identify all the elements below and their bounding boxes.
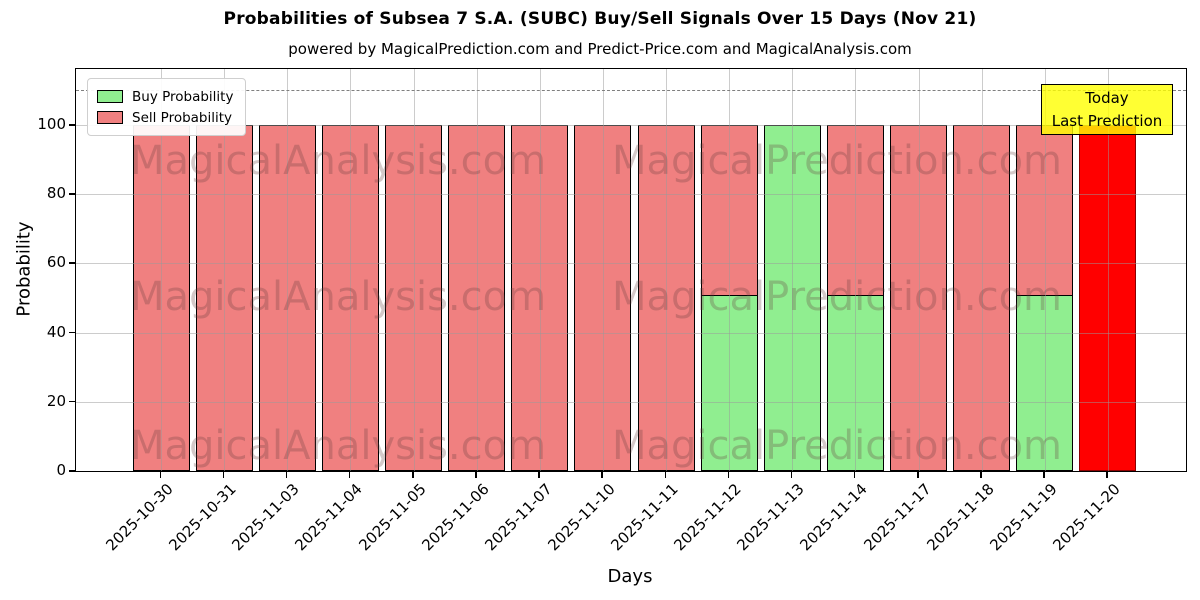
h-gridline-20: [76, 401, 1186, 403]
y-tick-label-40: 40: [46, 322, 66, 341]
y-tick-80: [69, 193, 75, 195]
x-tick-2025-11-12: [727, 471, 730, 478]
v-gridline-2025-11-13: [792, 69, 794, 471]
v-gridline-2025-11-12: [729, 69, 731, 471]
v-gridline-2025-11-17: [918, 69, 920, 471]
v-gridline-2025-10-31: [224, 69, 226, 471]
v-gridline-2025-11-04: [350, 69, 352, 471]
legend-row-sell: Sell Probability: [97, 107, 233, 128]
x-tick-label-2025-10-31: 2025-10-31: [165, 480, 240, 555]
h-gridline-60: [76, 263, 1186, 265]
v-gridline-2025-11-03: [287, 69, 289, 471]
v-gridline-2025-11-14: [855, 69, 857, 471]
y-axis-label: Probability: [13, 221, 35, 317]
y-tick-label-100: 100: [37, 115, 66, 134]
v-gridline-2025-11-20: [1107, 69, 1109, 471]
x-tick-label-2025-11-05: 2025-11-05: [354, 480, 430, 555]
watermark-prediction-row3: MagicalPrediction.com: [612, 423, 1062, 469]
h-gridline-100: [76, 125, 1186, 127]
x-tick-2025-11-18: [980, 471, 982, 478]
y-tick-label-20: 20: [46, 391, 66, 410]
watermark-layer: MagicalAnalysis.com MagicalPrediction.com…: [76, 69, 1186, 471]
x-tick-label-2025-10-30: 2025-10-30: [102, 480, 177, 555]
x-tick-2025-11-20: [1106, 471, 1108, 478]
h-gridline-80: [76, 194, 1186, 196]
v-gridline-2025-11-06: [476, 69, 478, 471]
x-tick-label-2025-11-07: 2025-11-07: [481, 480, 556, 555]
x-tick-2025-11-17: [917, 471, 919, 478]
today-annotation-box: Today Last Prediction: [1041, 84, 1173, 135]
chart-title: Probabilities of Subsea 7 S.A. (SUBC) Bu…: [223, 9, 977, 29]
x-tick-label-2025-11-03: 2025-11-03: [228, 480, 303, 555]
x-tick-label-2025-11-10: 2025-11-10: [544, 480, 619, 555]
x-tick-2025-11-04: [348, 471, 351, 478]
x-tick-label-2025-11-17: 2025-11-17: [859, 480, 935, 555]
watermark-analysis-row2: MagicalAnalysis.com: [129, 274, 547, 320]
v-gridline-2025-11-10: [602, 69, 604, 471]
y-tick-0: [69, 470, 75, 472]
x-tick-2025-10-31: [222, 471, 225, 478]
watermark-analysis-row3: MagicalAnalysis.com: [129, 423, 547, 469]
y-tick-label-80: 80: [46, 184, 66, 203]
x-tick-2025-11-05: [412, 471, 414, 478]
legend: Buy Probability Sell Probability: [87, 78, 247, 136]
x-tick-label-2025-11-11: 2025-11-11: [607, 480, 682, 555]
legend-row-buy: Buy Probability: [97, 86, 233, 107]
watermark-prediction-row2: MagicalPrediction.com: [612, 274, 1062, 320]
x-axis-label: Days: [607, 566, 653, 587]
plot-area: MagicalAnalysis.com MagicalPrediction.com…: [75, 68, 1187, 472]
annotation-line-1: Today: [1085, 89, 1129, 107]
watermark-analysis-row1: MagicalAnalysis.com: [129, 138, 547, 184]
chart-subtitle: powered by MagicalPrediction.com and Pre…: [288, 40, 912, 58]
x-tick-2025-11-07: [538, 471, 540, 478]
grid-layer: [76, 69, 1186, 471]
x-tick-label-2025-11-13: 2025-11-13: [733, 480, 809, 555]
x-tick-label-2025-11-04: 2025-11-04: [291, 480, 367, 555]
x-tick-label-2025-11-18: 2025-11-18: [923, 480, 998, 555]
legend-swatch-buy: [97, 90, 123, 103]
x-tick-2025-11-19: [1043, 471, 1045, 478]
legend-swatch-sell: [97, 111, 123, 124]
x-tick-label-2025-11-19: 2025-11-19: [986, 480, 1061, 555]
x-tick-2025-10-30: [159, 471, 161, 478]
v-gridline-2025-11-18: [981, 69, 983, 471]
y-tick-label-60: 60: [46, 253, 66, 272]
y-tick-100: [69, 124, 75, 126]
y-tick-20: [69, 400, 75, 403]
legend-label-buy: Buy Probability: [132, 88, 234, 105]
threshold-dashed-line: [76, 90, 1186, 92]
v-gridline-2025-11-11: [666, 69, 668, 471]
y-tick-40: [69, 331, 75, 334]
v-gridline-2025-11-19: [1044, 69, 1046, 471]
x-tick-2025-11-11: [664, 471, 667, 478]
x-tick-2025-11-03: [285, 471, 288, 478]
x-tick-2025-11-14: [853, 471, 856, 478]
annotation-line-2: Last Prediction: [1051, 112, 1163, 131]
h-gridline-40: [76, 332, 1186, 334]
x-tick-label-2025-11-20: 2025-11-20: [1049, 480, 1124, 555]
v-gridline-2025-11-05: [413, 69, 415, 471]
legend-label-sell: Sell Probability: [132, 109, 233, 126]
x-tick-label-2025-11-12: 2025-11-12: [670, 480, 745, 555]
x-tick-2025-11-13: [790, 471, 793, 478]
x-tick-2025-11-10: [601, 471, 603, 478]
watermark-prediction-row1: MagicalPrediction.com: [612, 138, 1062, 184]
y-tick-label-0: 0: [56, 461, 66, 479]
x-tick-label-2025-11-14: 2025-11-14: [796, 480, 872, 555]
x-tick-2025-11-06: [475, 471, 477, 478]
v-gridline-2025-10-30: [161, 69, 162, 471]
v-gridline-2025-11-07: [539, 69, 541, 471]
y-tick-60: [69, 262, 75, 264]
